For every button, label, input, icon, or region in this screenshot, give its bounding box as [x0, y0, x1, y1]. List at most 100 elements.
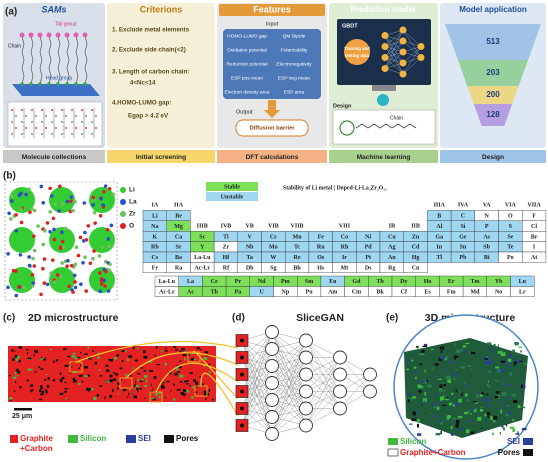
element-symbol: Th [211, 289, 219, 295]
speckle [44, 389, 47, 391]
li-site [9, 267, 35, 293]
element-symbol: Y [200, 245, 205, 251]
speckle [176, 366, 179, 369]
voxel [515, 359, 520, 363]
funnel-layer [445, 24, 541, 60]
speckle [184, 357, 186, 361]
atom [45, 282, 50, 287]
atom [31, 121, 33, 123]
voxel [462, 349, 466, 352]
speckle [152, 387, 154, 390]
atom [14, 213, 18, 217]
speckle [158, 391, 162, 394]
atom [58, 184, 62, 189]
speckle [179, 360, 182, 362]
speckle [131, 367, 135, 369]
speckle [14, 355, 19, 358]
voxel [508, 355, 513, 358]
speckle [88, 390, 90, 392]
group-header: IVB [221, 223, 232, 229]
atom [71, 133, 73, 135]
atom [45, 221, 50, 225]
voxel [504, 405, 510, 408]
atom [32, 248, 37, 253]
element-symbol: La-Lu [194, 255, 211, 261]
voxel [468, 412, 471, 415]
voxel [434, 393, 439, 396]
speckle [204, 351, 209, 354]
atom-legend-dot [120, 223, 126, 229]
element-symbol: N [484, 213, 489, 219]
speckle [26, 349, 29, 351]
voxel [448, 402, 453, 406]
speckle [181, 347, 185, 351]
voxel [484, 413, 487, 417]
speckle [168, 372, 172, 375]
arrow [264, 100, 280, 118]
atom [21, 121, 23, 123]
node [399, 48, 407, 56]
group-header: IIIB [197, 223, 208, 229]
atom [103, 184, 108, 188]
voxel [456, 419, 460, 424]
chain [57, 35, 61, 85]
voxel [434, 363, 439, 366]
atom-legend-dot [120, 199, 126, 205]
voxel [442, 394, 446, 397]
atom [111, 192, 116, 197]
speckle [193, 379, 197, 382]
element-symbol: I [533, 245, 536, 251]
node [381, 65, 389, 72]
voxel [493, 343, 496, 347]
label: Electronegativity [276, 61, 312, 67]
speckle [84, 353, 88, 355]
connector [339, 374, 371, 409]
speckle [165, 381, 170, 383]
neuron [265, 376, 279, 390]
connector [305, 357, 341, 392]
voxel [452, 373, 458, 375]
speckle [140, 367, 144, 369]
atom [98, 271, 102, 275]
voxel [504, 383, 510, 386]
connector [305, 357, 341, 409]
element-symbol: Ac-Lr [194, 265, 210, 271]
atom [60, 239, 65, 244]
connector [241, 382, 273, 426]
voxel [471, 407, 475, 411]
voxel [466, 399, 470, 402]
atom [15, 127, 17, 129]
voxel [424, 343, 428, 347]
speckle [41, 390, 45, 394]
element-symbol: Nb [246, 245, 254, 251]
speckle [191, 396, 194, 399]
voxel [445, 356, 449, 359]
voxel [430, 412, 432, 414]
speckle [143, 355, 148, 359]
atom [19, 220, 24, 225]
atom [31, 109, 33, 111]
voxel [433, 406, 438, 409]
voxel [423, 400, 426, 404]
speckle [34, 350, 38, 353]
voxel [436, 406, 440, 410]
speckle [18, 346, 23, 349]
head-ball [38, 82, 42, 86]
speckle [96, 394, 100, 397]
speckle [84, 375, 88, 378]
atom [69, 263, 74, 268]
atom [91, 109, 93, 111]
speckle [30, 384, 34, 387]
column-title: Features [253, 4, 291, 14]
tail-ball [37, 32, 43, 38]
speckle [143, 350, 146, 354]
voxel [460, 366, 465, 369]
speckle [80, 364, 82, 367]
speckle [155, 346, 158, 349]
voxel [460, 392, 463, 396]
speckle [27, 357, 32, 360]
voxel [441, 384, 446, 387]
column-title: Criterions [140, 4, 183, 14]
